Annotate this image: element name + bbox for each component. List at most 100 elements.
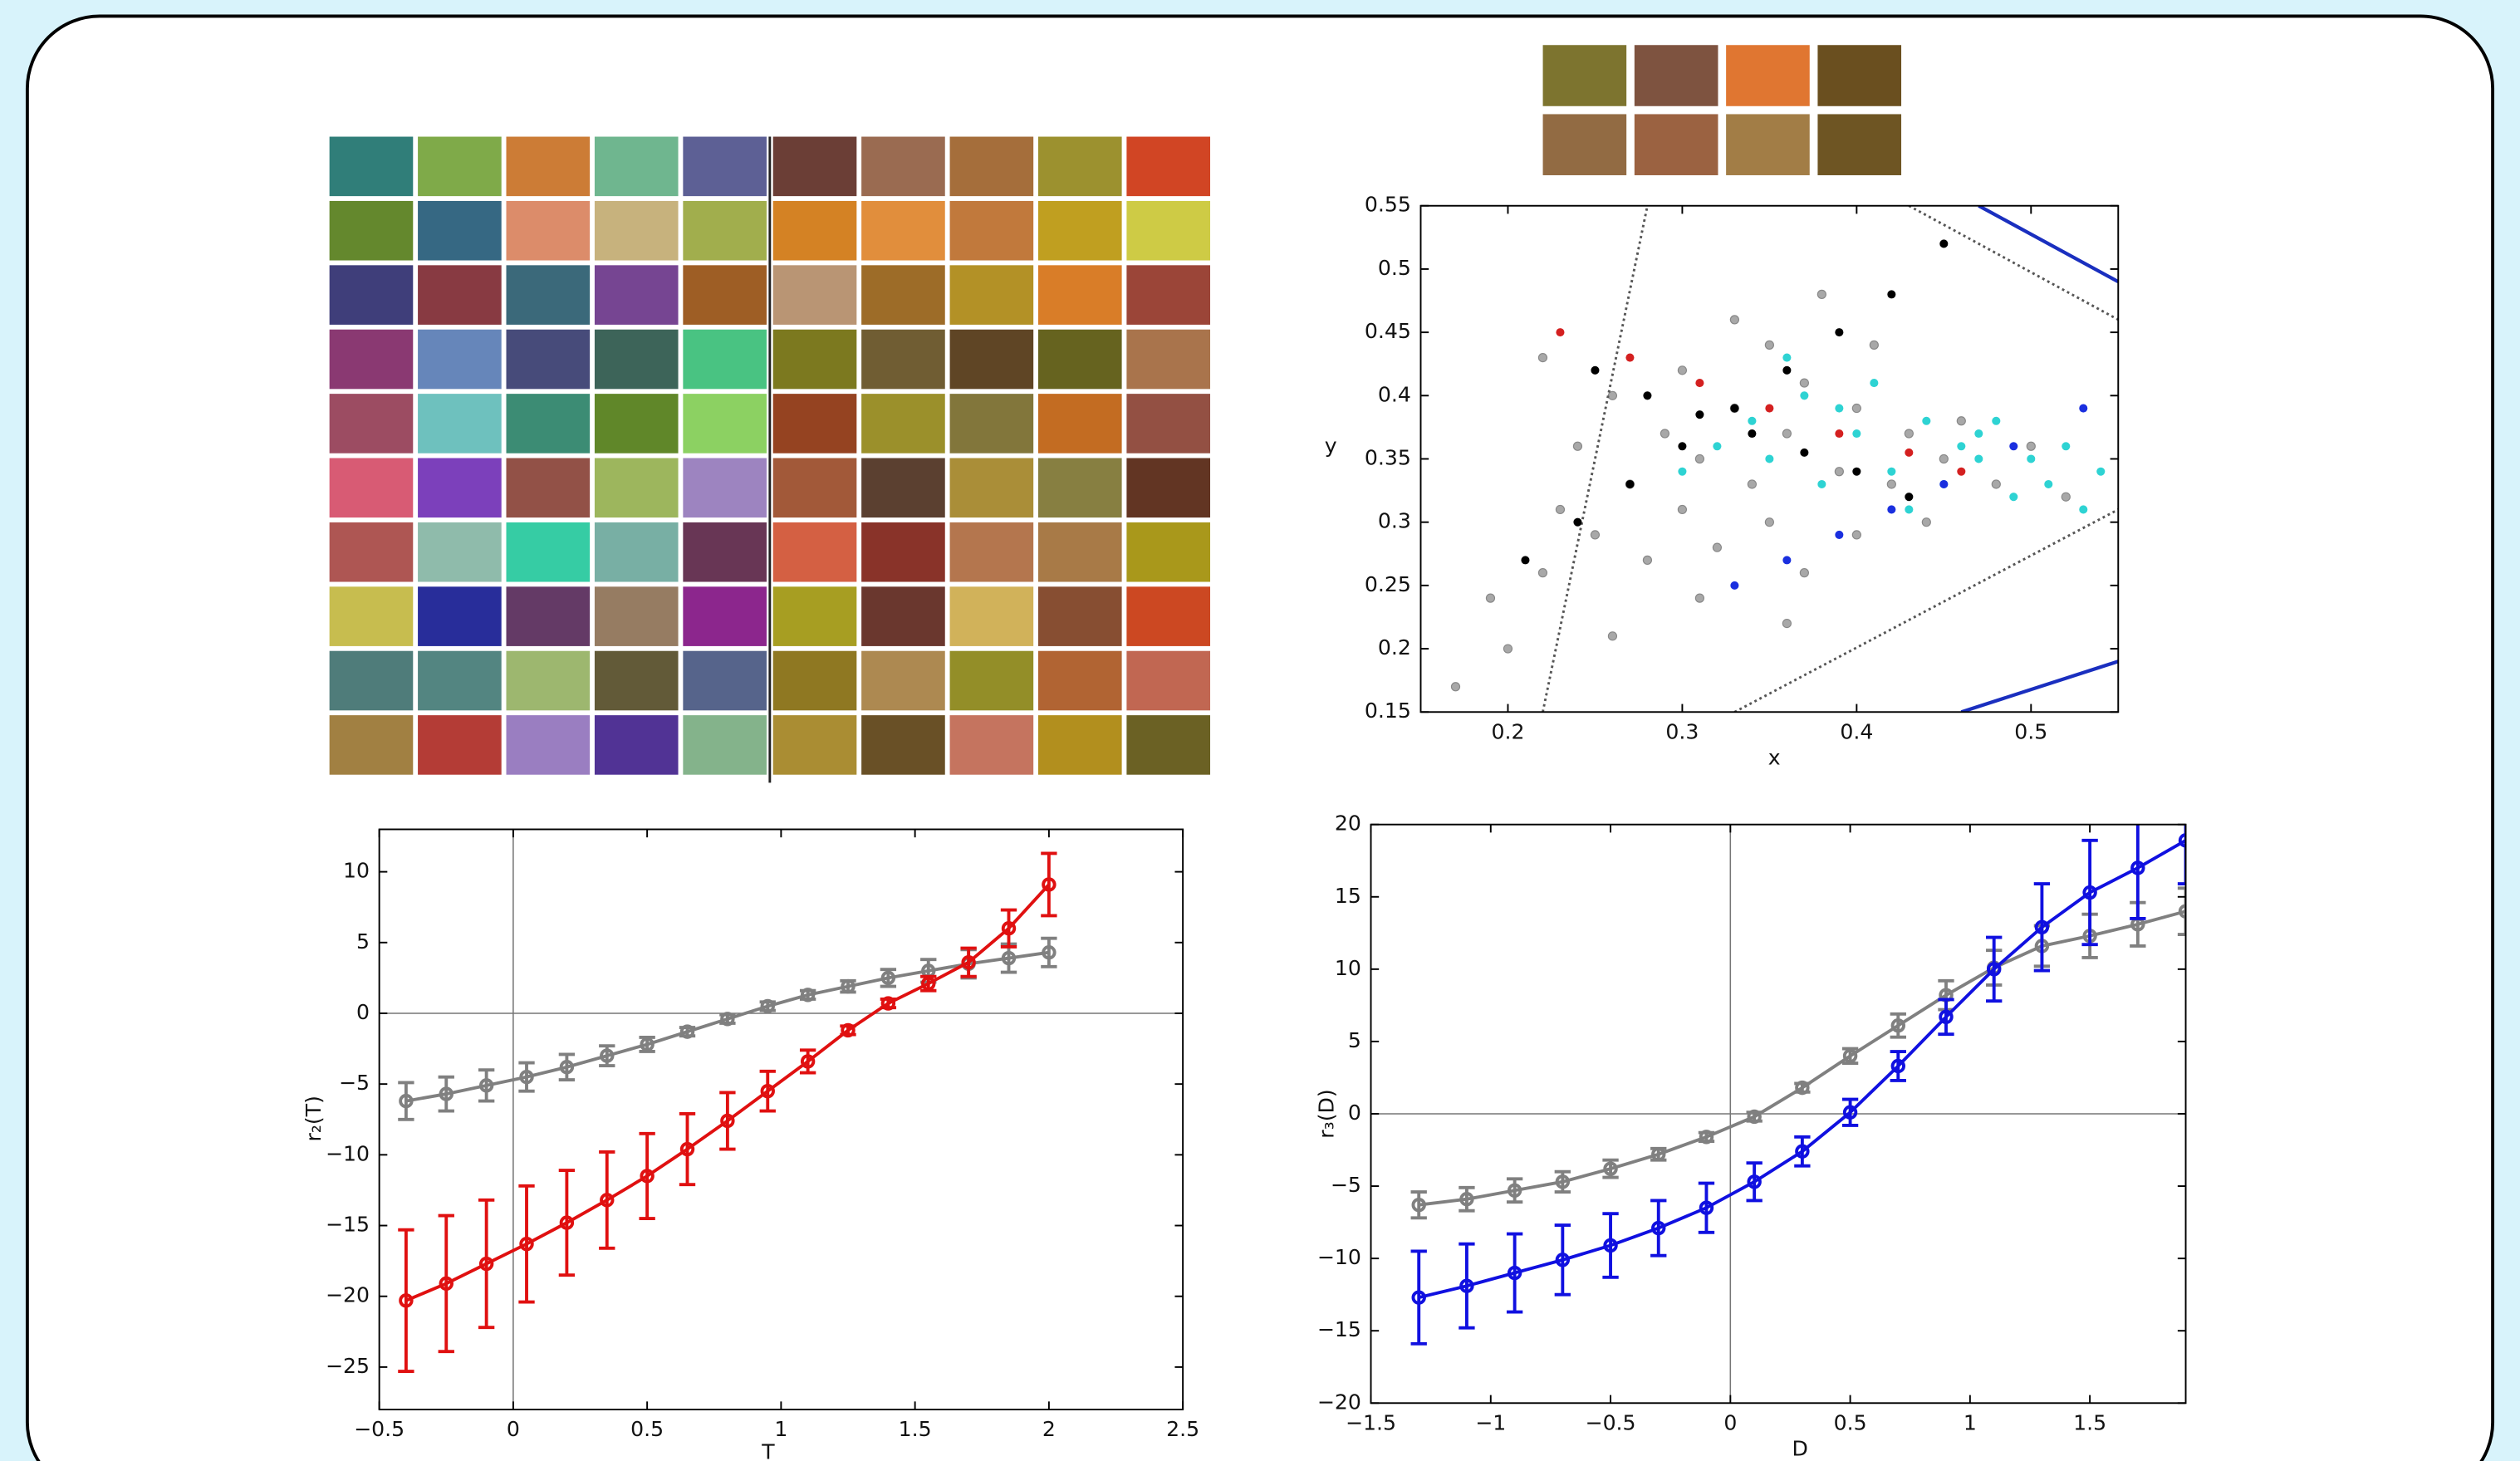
photo-tile — [1126, 329, 1211, 390]
point — [1887, 467, 1896, 476]
point — [1521, 556, 1530, 565]
photo-tile — [329, 650, 414, 711]
photo-tile — [594, 329, 679, 390]
point — [1699, 1130, 1714, 1145]
photo-tile — [594, 265, 679, 325]
photo-tile — [506, 650, 591, 711]
photo-tile — [683, 394, 767, 453]
photo-tile — [329, 522, 414, 582]
x-tick-label: 0.4 — [1840, 719, 1873, 743]
photo-tile — [506, 265, 591, 325]
photo-tile — [949, 586, 1034, 646]
photo-tile — [1037, 329, 1122, 390]
point — [1992, 416, 2001, 425]
y-tick-label: −5 — [339, 1071, 370, 1095]
photo-tile — [683, 586, 767, 646]
photo-tile — [861, 265, 945, 325]
error-bar — [1602, 1212, 1619, 1279]
photo-tile — [683, 650, 767, 711]
point — [880, 996, 896, 1011]
photo-tile — [1126, 586, 1211, 646]
photo-tile — [418, 586, 502, 646]
point — [1677, 365, 1688, 375]
boundary-line — [1960, 659, 2119, 713]
photo-tile — [861, 650, 945, 711]
y-axis-label: r₃(D) — [1314, 1089, 1338, 1138]
point — [1603, 1161, 1618, 1176]
y-tick-label: 0.25 — [1365, 572, 1411, 596]
error-bar — [398, 1081, 414, 1121]
photo-tile — [418, 458, 502, 518]
point — [600, 1048, 615, 1063]
boundary-line — [1978, 205, 2119, 284]
photo-tile — [594, 200, 679, 261]
photo-tile — [1126, 458, 1211, 518]
error-bar — [398, 1228, 414, 1373]
point — [760, 1083, 775, 1099]
y-tick-label: 15 — [1335, 884, 1361, 908]
x-axis-label: T — [761, 1439, 775, 1461]
x-tick-label: 0.5 — [630, 1417, 664, 1441]
point — [1694, 453, 1705, 464]
photo-tile — [1817, 114, 1902, 175]
point — [640, 1037, 655, 1052]
error-bar — [1041, 936, 1057, 968]
photo-tile — [506, 522, 591, 582]
point — [1651, 1147, 1666, 1162]
point — [1834, 467, 1844, 477]
error-bar — [1000, 908, 1017, 949]
error-bar — [478, 1068, 495, 1103]
point — [1869, 340, 1879, 350]
point — [1887, 290, 1896, 299]
point — [1852, 429, 1861, 439]
photo-tile — [329, 329, 414, 390]
photo-tile — [1037, 522, 1122, 582]
photo-tile — [949, 458, 1034, 518]
point — [1957, 467, 1966, 476]
photo-tile — [861, 715, 945, 775]
point — [1660, 429, 1670, 439]
point — [478, 1078, 494, 1093]
photo-tile — [683, 522, 767, 582]
error-bar — [1938, 998, 1954, 1037]
x-tick-label: −1.5 — [1346, 1410, 1396, 1434]
y-tick-label: 0 — [1348, 1101, 1361, 1125]
photo-tile — [594, 394, 679, 453]
photo-tile — [1542, 114, 1627, 175]
point — [2034, 919, 2050, 935]
point — [1782, 618, 1792, 629]
point — [1835, 429, 1844, 439]
photo-tile — [1037, 200, 1122, 261]
point — [1042, 877, 1057, 892]
photo-tile — [1037, 715, 1122, 775]
photo-tile — [949, 715, 1034, 775]
photo-tile — [1037, 586, 1122, 646]
y-tick-label: 0.45 — [1365, 319, 1411, 343]
photo-tile — [506, 329, 591, 390]
point — [800, 1054, 816, 1069]
point — [399, 1293, 414, 1308]
photo-tile — [506, 136, 591, 197]
point — [2009, 493, 2018, 502]
photo-tile — [772, 650, 857, 711]
point — [1851, 403, 1861, 414]
y-tick-label: 20 — [1335, 811, 1361, 836]
photo-tile — [329, 136, 414, 197]
photo-tile — [594, 650, 679, 711]
point — [1991, 479, 2001, 489]
x-tick-label: 0 — [1723, 1410, 1737, 1434]
point — [2027, 454, 2036, 463]
error-bar — [518, 1184, 535, 1304]
point — [1555, 1253, 1571, 1267]
error-bar — [2177, 824, 2186, 886]
photo-tile — [1126, 265, 1211, 325]
point — [2082, 885, 2097, 900]
point — [1890, 1018, 1905, 1033]
x-tick-label: 0.2 — [1491, 719, 1524, 743]
y-tick-label: −25 — [326, 1354, 370, 1378]
point — [2130, 860, 2145, 875]
x-tick-label: 2.5 — [1166, 1417, 1199, 1441]
photo-tile — [861, 329, 945, 390]
x-tick-label: 0.3 — [1665, 719, 1699, 743]
point — [1712, 542, 1723, 552]
